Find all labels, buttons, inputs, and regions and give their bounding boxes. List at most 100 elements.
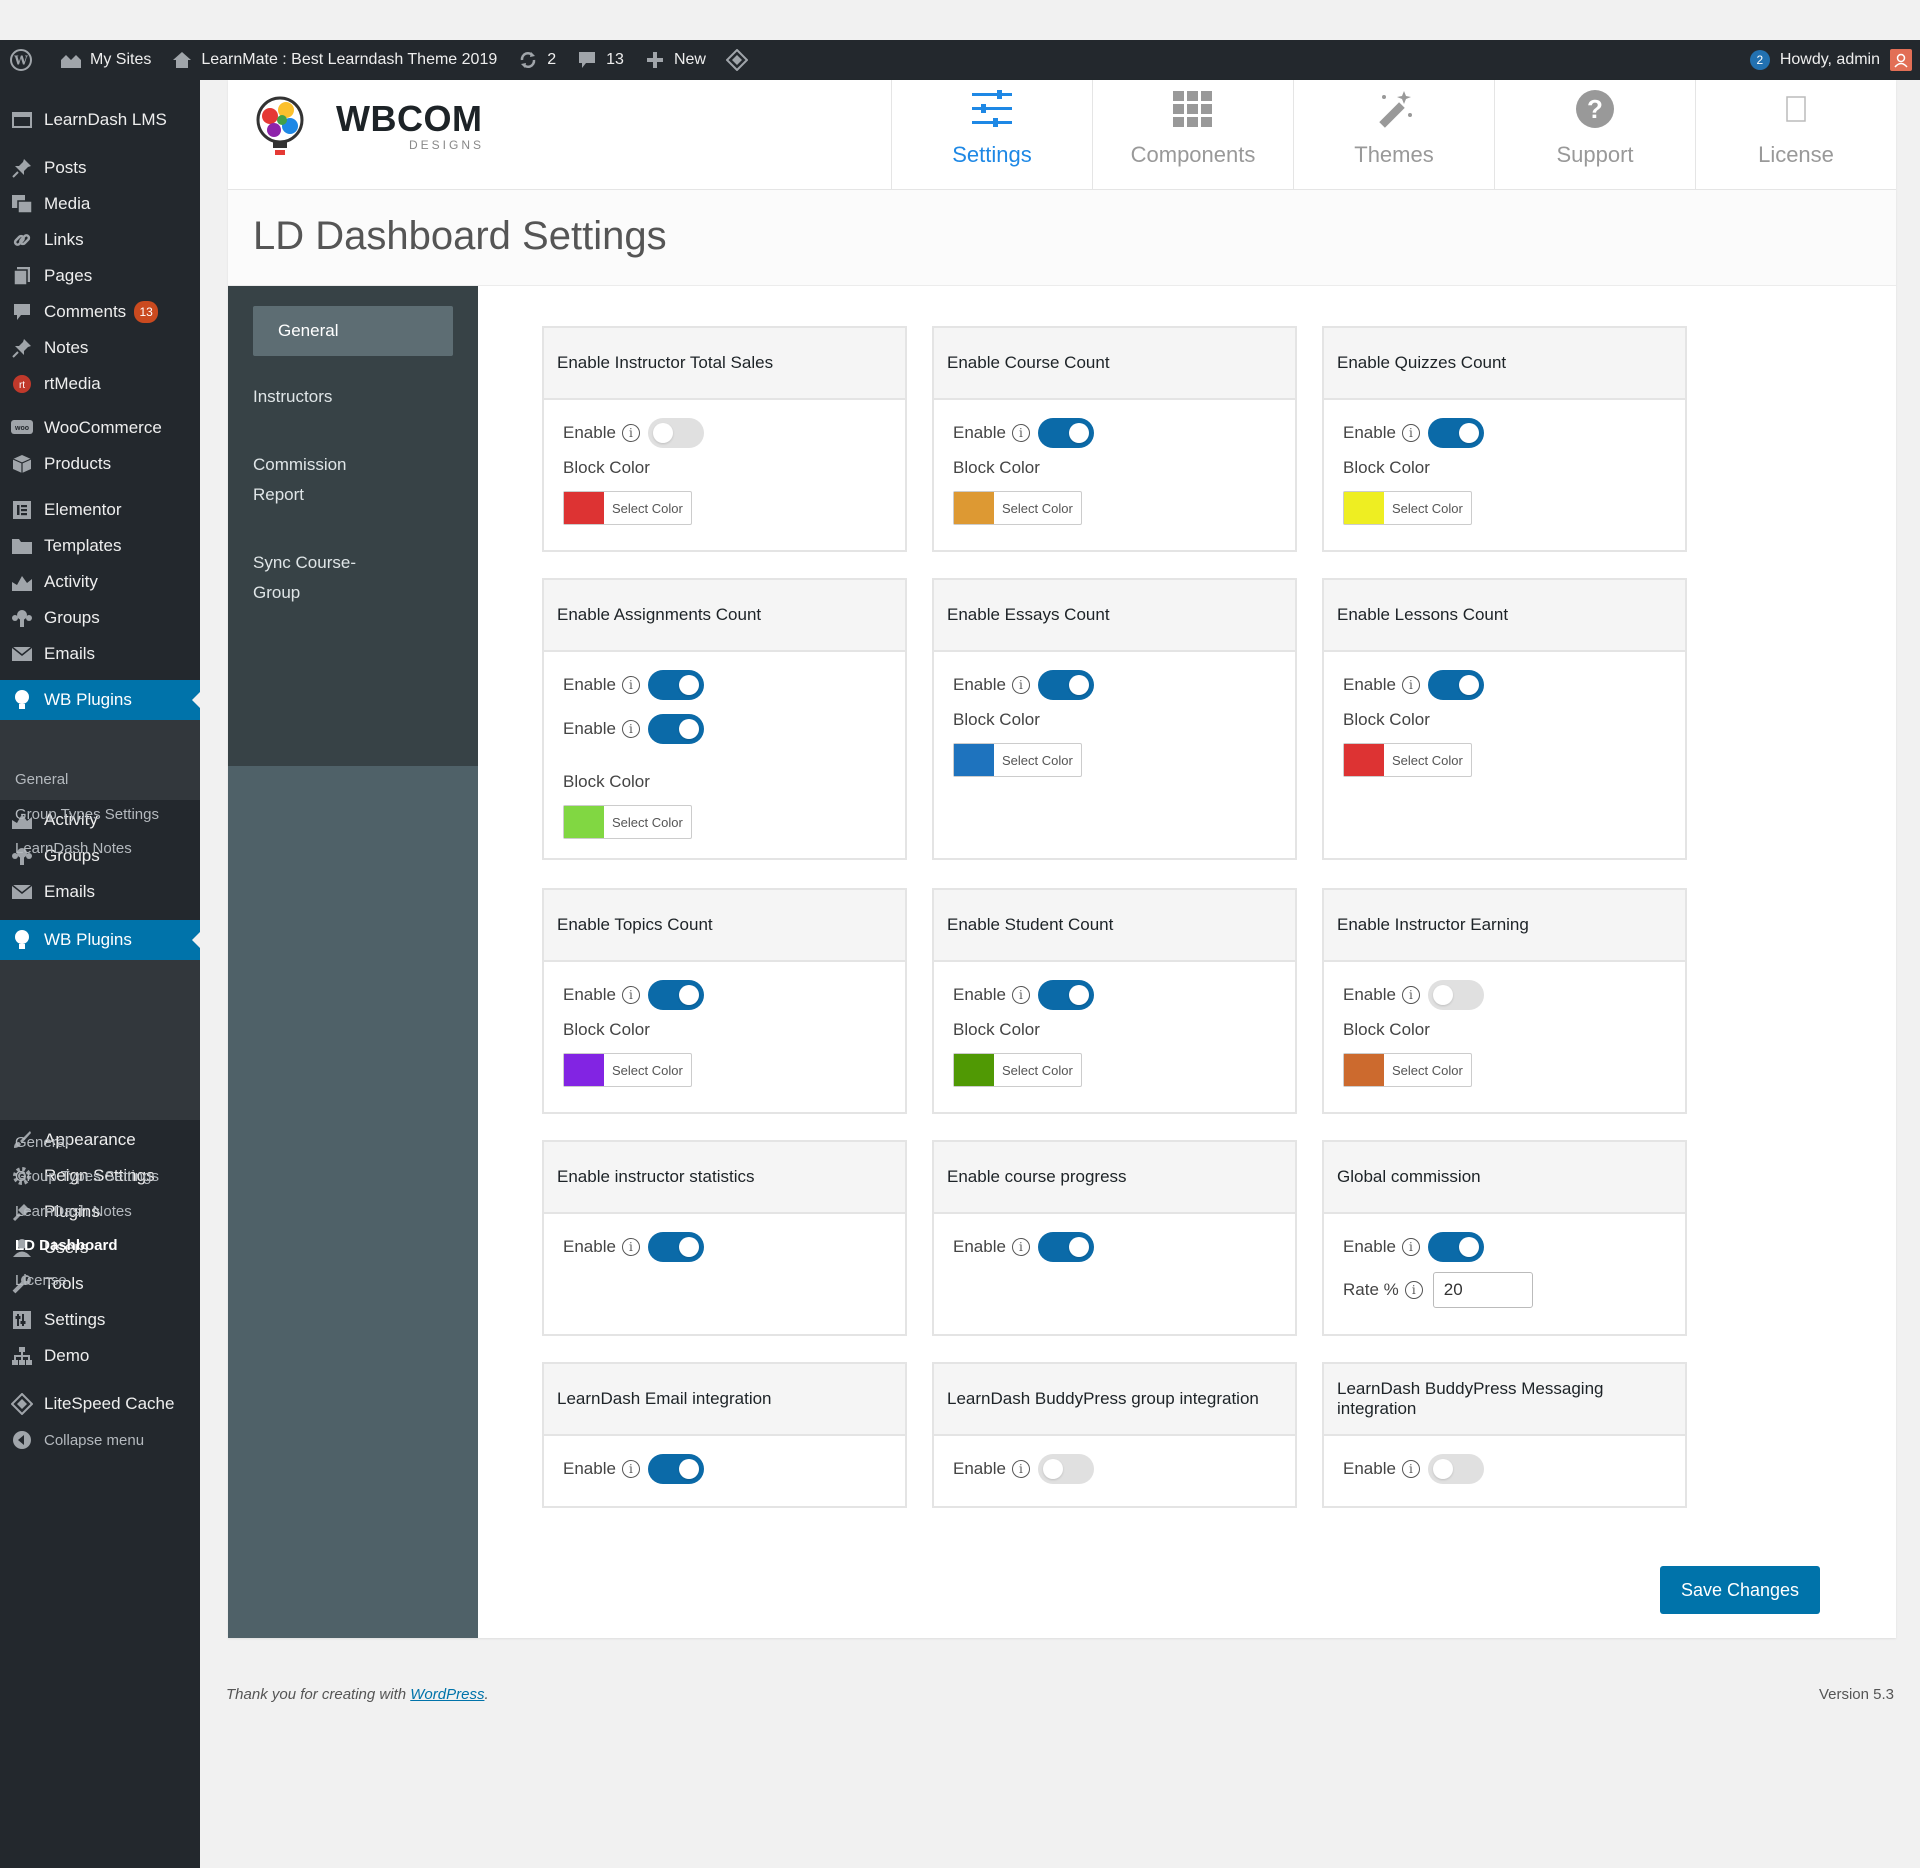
info-icon[interactable]: i <box>1401 1238 1420 1256</box>
submenu-item[interactable]: General <box>15 1134 69 1151</box>
submenu-item[interactable]: General <box>15 771 69 788</box>
submenu-item[interactable]: LearnDash Notes <box>15 1203 132 1220</box>
info-icon[interactable]: i <box>621 1460 640 1478</box>
sidebar-item-reign-settings[interactable]: Reign Settings <box>0 1156 200 1196</box>
sidebar-item-woocommerce[interactable]: woo WooCommerce <box>0 408 200 448</box>
select-color-button[interactable]: Select Color <box>953 743 1082 777</box>
tab-settings[interactable]: Settings <box>891 80 1092 190</box>
sidebar-item-elementor[interactable]: Elementor <box>0 490 200 530</box>
tab-components[interactable]: Components <box>1092 80 1293 190</box>
submenu-item-current[interactable]: LD Dashboard <box>15 1237 118 1254</box>
enable-toggle[interactable] <box>1427 1232 1484 1262</box>
info-icon[interactable]: i <box>1011 424 1030 442</box>
enable-toggle[interactable] <box>1427 670 1484 700</box>
notification-badge[interactable]: 2 <box>1749 50 1770 70</box>
save-changes-button[interactable]: Save Changes <box>1660 1566 1820 1614</box>
howdy-label[interactable]: Howdy, admin <box>1779 51 1880 68</box>
select-color-button[interactable]: Select Color <box>1343 491 1472 525</box>
sidebar-item-emails[interactable]: Emails <box>0 634 200 674</box>
enable-toggle[interactable] <box>1427 1454 1484 1484</box>
enable-toggle[interactable] <box>1037 418 1094 448</box>
wordpress-link[interactable]: WordPress <box>410 1686 485 1703</box>
info-icon[interactable]: i <box>1401 986 1420 1004</box>
sidebar-item-learndash-lms[interactable]: LearnDash LMS <box>0 100 200 140</box>
select-color-button[interactable]: Select Color <box>953 1053 1082 1087</box>
sidebar-item-collapse-menu[interactable]: Collapse menu <box>0 1420 200 1460</box>
info-icon[interactable]: i <box>1011 1460 1030 1478</box>
avatar[interactable] <box>1890 49 1912 71</box>
enable-toggle[interactable] <box>647 980 704 1010</box>
enable-toggle[interactable] <box>647 670 704 700</box>
comments-menu[interactable]: 13 <box>566 40 634 80</box>
sidebar-item-tools[interactable]: Tools <box>0 1264 200 1304</box>
select-color-button[interactable]: Select Color <box>1343 743 1472 777</box>
tab-themes[interactable]: Themes <box>1293 80 1494 190</box>
submenu-item[interactable]: Group Types Settings <box>15 1168 159 1185</box>
new-content-menu[interactable]: New <box>634 40 716 80</box>
select-color-button[interactable]: Select Color <box>563 1053 692 1087</box>
sidebar-item-products[interactable]: Products <box>0 444 200 484</box>
sidebar-item-notes[interactable]: Notes <box>0 328 200 368</box>
info-icon[interactable]: i <box>1011 1238 1030 1256</box>
sidebar-item-rtmedia[interactable]: rt rtMedia <box>0 364 200 404</box>
info-icon[interactable]: i <box>1011 676 1030 694</box>
sidebar-item-groups[interactable]: Groups <box>0 598 200 638</box>
litespeed-menu[interactable] <box>716 40 766 80</box>
info-icon[interactable]: i <box>621 986 640 1004</box>
select-color-button[interactable]: Select Color <box>953 491 1082 525</box>
info-icon[interactable]: i <box>1401 424 1420 442</box>
rate-input[interactable]: 20 <box>1432 1272 1533 1308</box>
tab-support[interactable]: ? Support <box>1494 80 1695 190</box>
enable-toggle[interactable] <box>1037 1232 1094 1262</box>
nav-general[interactable]: General <box>253 306 453 356</box>
nav-commission-report[interactable]: Commission Report <box>253 455 347 504</box>
info-icon[interactable]: i <box>621 676 640 694</box>
select-color-button[interactable]: Select Color <box>1343 1053 1472 1087</box>
info-icon[interactable]: i <box>1011 986 1030 1004</box>
info-icon[interactable]: i <box>1401 676 1420 694</box>
submenu-item[interactable]: LearnDash Notes <box>15 840 132 857</box>
my-sites-menu[interactable]: My Sites <box>50 40 161 80</box>
sidebar-item-wb-plugins[interactable]: WB Plugins <box>0 920 200 960</box>
nav-sync-course-group[interactable]: Sync Course-Group <box>253 553 356 602</box>
submenu-item[interactable]: License <box>15 1272 67 1289</box>
enable-toggle[interactable] <box>647 1232 704 1262</box>
enable-toggle[interactable] <box>1037 670 1094 700</box>
wordpress-logo-button[interactable]: W <box>0 40 50 80</box>
sidebar-item-emails[interactable]: Emails <box>0 872 200 912</box>
sidebar-item-activity[interactable]: Activity <box>0 562 200 602</box>
enable-toggle[interactable] <box>1427 980 1484 1010</box>
select-color-button[interactable]: Select Color <box>563 805 692 839</box>
sidebar-item-users[interactable]: Users <box>0 1228 200 1268</box>
sidebar-item-settings[interactable]: Settings <box>0 1300 200 1340</box>
site-name-menu[interactable]: LearnMate : Best Learndash Theme 2019 <box>161 40 507 80</box>
enable-toggle[interactable] <box>1037 980 1094 1010</box>
select-color-button[interactable]: Select Color <box>563 491 692 525</box>
enable-toggle[interactable] <box>647 714 704 744</box>
sidebar-item-demo[interactable]: Demo <box>0 1336 200 1376</box>
info-icon[interactable]: i <box>621 424 640 442</box>
sidebar-item-plugins[interactable]: Plugins <box>0 1192 200 1232</box>
sidebar-item-links[interactable]: Links <box>0 220 200 260</box>
sidebar-item-appearance[interactable]: Appearance <box>0 1120 200 1160</box>
enable-toggle[interactable] <box>647 1454 704 1484</box>
info-icon[interactable]: i <box>621 1238 640 1256</box>
submenu-item[interactable]: Group Types Settings <box>15 806 159 823</box>
enable-toggle[interactable] <box>647 418 704 448</box>
sidebar-item-litespeed-cache[interactable]: LiteSpeed Cache <box>0 1384 200 1424</box>
tab-license[interactable]: License <box>1695 80 1896 190</box>
enable-toggle[interactable] <box>1427 418 1484 448</box>
sidebar-item-wb-plugins[interactable]: WB Plugins <box>0 680 200 720</box>
updates-menu[interactable]: 2 <box>507 40 566 80</box>
info-icon[interactable]: i <box>621 720 640 738</box>
sidebar-item-pages[interactable]: Pages <box>0 256 200 296</box>
sidebar-item-comments[interactable]: Comments 13 <box>0 292 200 332</box>
sidebar-item-media[interactable]: Media <box>0 184 200 224</box>
enable-toggle[interactable] <box>1037 1454 1094 1484</box>
info-icon[interactable]: i <box>1404 1281 1423 1299</box>
sidebar-item-templates[interactable]: Templates <box>0 526 200 566</box>
nav-instructors[interactable]: Instructors <box>253 387 333 406</box>
sidebar-item-activity[interactable]: Activity <box>0 800 200 840</box>
info-icon[interactable]: i <box>1401 1460 1420 1478</box>
sidebar-item-posts[interactable]: Posts <box>0 148 200 188</box>
